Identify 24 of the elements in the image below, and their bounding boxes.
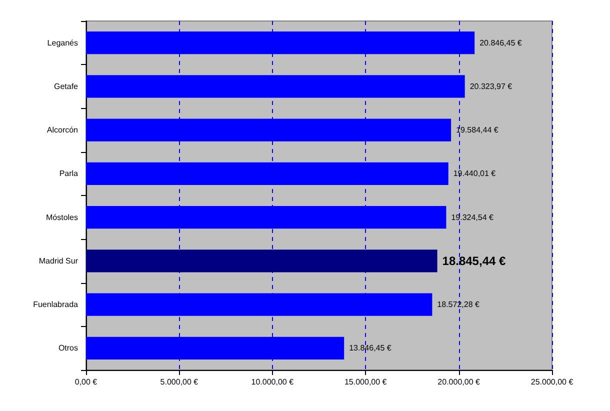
x-tick-label: 20.000,00 € (438, 378, 480, 386)
bar (86, 250, 438, 272)
x-tick-label: 5.000,00 € (160, 378, 199, 386)
x-tick-label: 15.000,00 € (344, 378, 388, 386)
data-label: 18.845,44 € (442, 254, 506, 268)
x-tick-label: 0,00 € (74, 378, 98, 386)
y-tick-label: Otros (58, 344, 78, 353)
data-label: 19.440,01 € (453, 169, 496, 178)
y-tick-label: Alcorcón (46, 126, 78, 135)
x-tick-label: 10.000,00 € (251, 378, 294, 386)
data-label: 19.324,54 € (451, 212, 494, 222)
data-label: 19.584,44 € (456, 126, 499, 135)
y-tick-label: Móstoles (46, 212, 78, 222)
bar (86, 75, 465, 98)
data-label: 13.846,45 € (349, 344, 392, 353)
x-tick-label: 25.000,00 € (530, 378, 574, 386)
y-tick-label: Parla (59, 169, 79, 178)
y-tick-label: Getafe (54, 82, 79, 91)
data-label: 20.846,45 € (480, 38, 522, 48)
y-tick-label: Leganés (47, 38, 78, 48)
y-tick-label: Madrid Sur (38, 256, 78, 266)
data-label: 18.572,28 € (437, 300, 480, 310)
data-label: 20.323,97 € (470, 82, 513, 91)
y-tick-label: Fuenlabrada (33, 300, 79, 310)
